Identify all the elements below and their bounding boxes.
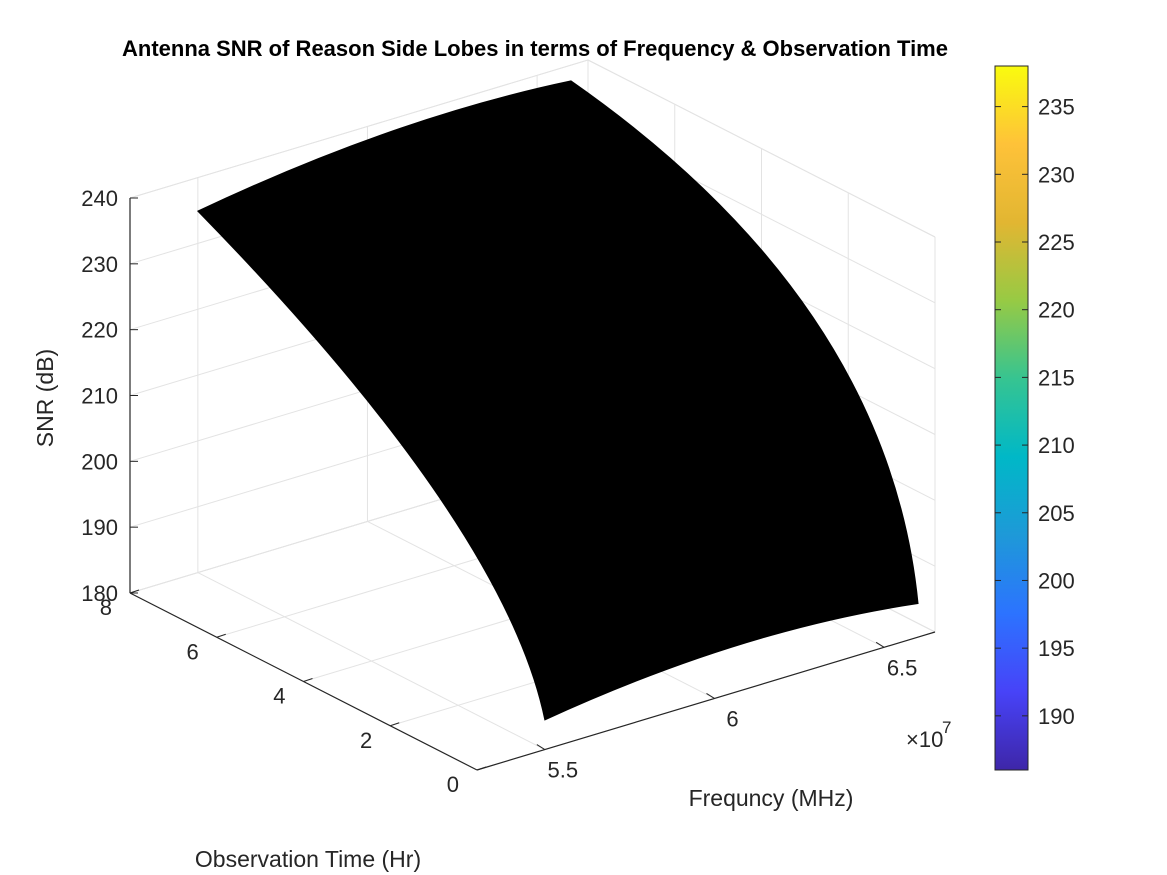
y-tick-mark — [390, 722, 400, 727]
y-tick-mark — [303, 678, 313, 682]
x-tick-mark — [536, 744, 546, 750]
tick-labels: 180 190 200 210 220 230 240 0 2 4 6 8 5.5 6 6.5 — [81, 186, 917, 797]
y-tick-mark — [216, 633, 226, 638]
x-exponent-label: ×10 7 — [906, 718, 951, 752]
y-tick-label: 0 — [447, 772, 459, 797]
z-axis-label: SNR (dB) — [32, 349, 58, 447]
z-tick-label: 180 — [81, 581, 118, 606]
colorbar-tick-label: 230 — [1038, 162, 1075, 187]
y-tick-label: 2 — [360, 728, 372, 753]
x-tick-mark — [875, 641, 885, 648]
colorbar-tick-label: 220 — [1038, 298, 1075, 323]
surface-layer — [197, 80, 919, 721]
colorbar-tick-label: 225 — [1038, 230, 1075, 255]
colorbar: 190 195 200 205 210 215 220 225 230 235 — [994, 65, 1075, 771]
colorbar-tick-label: 195 — [1038, 636, 1075, 661]
z-tick-label: 220 — [81, 318, 118, 343]
chart-title: Antenna SNR of Reason Side Lobes in term… — [122, 36, 948, 61]
y-tick-mark — [129, 589, 140, 594]
colorbar-tick-label: 200 — [1038, 568, 1075, 593]
x-axis-label: Frequncy (MHz) — [689, 785, 854, 811]
y-axis-label: Observation Time (Hr) — [195, 846, 421, 872]
colorbar-tick-label: 235 — [1038, 95, 1075, 120]
z-tick-label: 200 — [81, 449, 118, 474]
z-tick-label: 210 — [81, 384, 118, 409]
y-tick-label: 4 — [273, 684, 285, 709]
z-tick-label: 230 — [81, 252, 118, 277]
x-tick-mark — [706, 693, 715, 699]
x-axis-line — [476, 631, 936, 771]
x-tick-label: 6.5 — [887, 655, 918, 680]
colorbar-gradient — [994, 65, 1029, 771]
x-exponent-power: 7 — [942, 718, 951, 737]
z-gridline — [129, 59, 589, 199]
colorbar-tick-label: 215 — [1038, 365, 1075, 390]
colorbar-tick-label: 205 — [1038, 501, 1075, 526]
colorbar-tick-label: 210 — [1038, 433, 1075, 458]
z-tick-label: 240 — [81, 186, 118, 211]
y-tick-mark — [476, 766, 487, 771]
snr-surface — [197, 80, 919, 721]
x-exponent-base: ×10 — [906, 727, 943, 752]
y-tick-label: 6 — [187, 639, 199, 664]
x-tick-label: 6 — [726, 706, 738, 731]
axes — [129, 197, 936, 771]
z-tick-label: 190 — [81, 515, 118, 540]
x-tick-label: 5.5 — [548, 758, 579, 783]
colorbar-tick-label: 190 — [1038, 704, 1075, 729]
colorbar-ticks: 190 195 200 205 210 215 220 225 230 235 — [995, 95, 1075, 729]
y-tick-label: 8 — [100, 595, 112, 620]
